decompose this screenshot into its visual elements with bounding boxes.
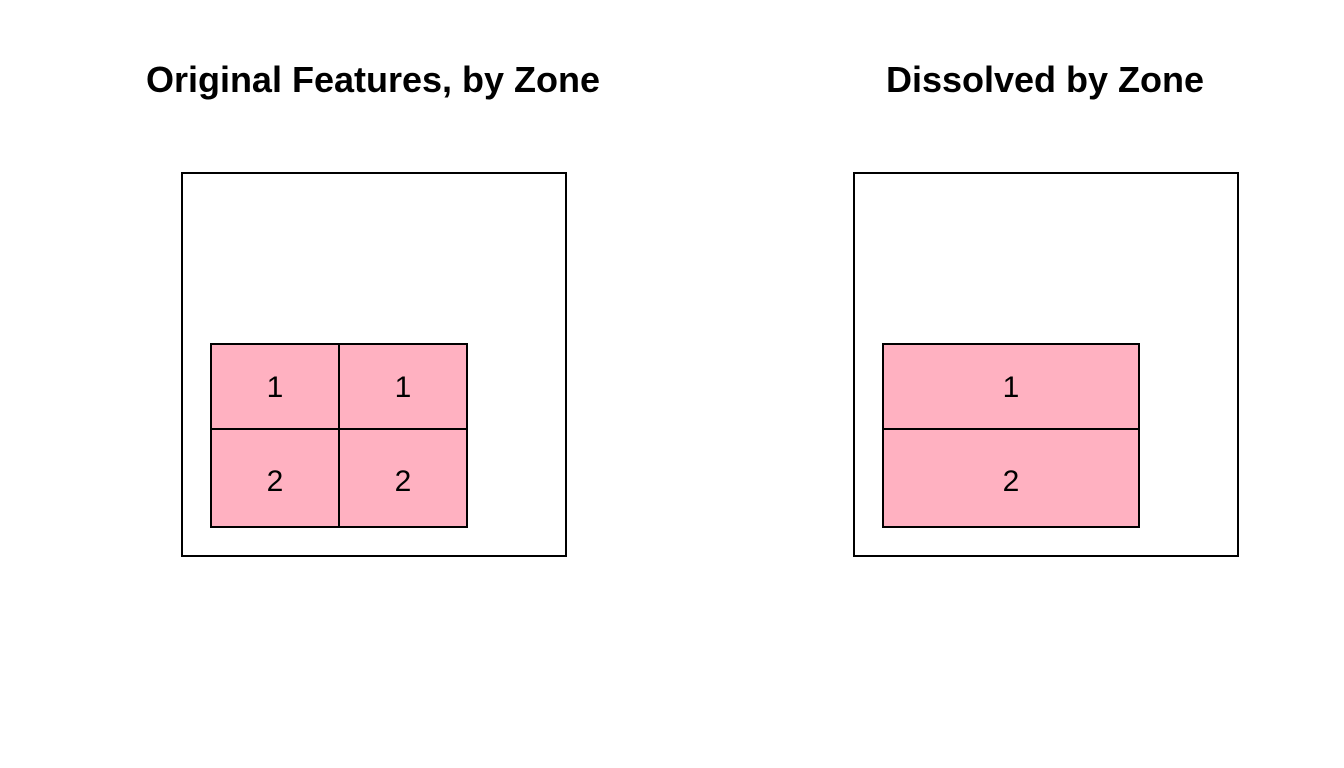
feature-label-2a: 2 xyxy=(267,465,284,498)
panel-title-original: Original Features, by Zone xyxy=(145,59,601,100)
feature-label-1b: 1 xyxy=(395,371,412,404)
feature-cell-1b xyxy=(338,343,468,430)
dissolved-label-2: 2 xyxy=(1003,465,1020,498)
panel-original: 1 1 2 2 xyxy=(181,172,567,557)
panel-title-dissolved: Dissolved by Zone xyxy=(885,59,1205,100)
feature-label-1a: 1 xyxy=(267,371,284,404)
feature-cell-2b xyxy=(338,428,468,528)
dissolved-cell-1 xyxy=(882,343,1140,430)
panel-dissolved: 1 2 xyxy=(853,172,1239,557)
dissolved-label-1: 1 xyxy=(1003,371,1020,404)
feature-label-2b: 2 xyxy=(395,465,412,498)
feature-cell-2a xyxy=(210,428,340,528)
dissolved-cell-2 xyxy=(882,428,1140,528)
